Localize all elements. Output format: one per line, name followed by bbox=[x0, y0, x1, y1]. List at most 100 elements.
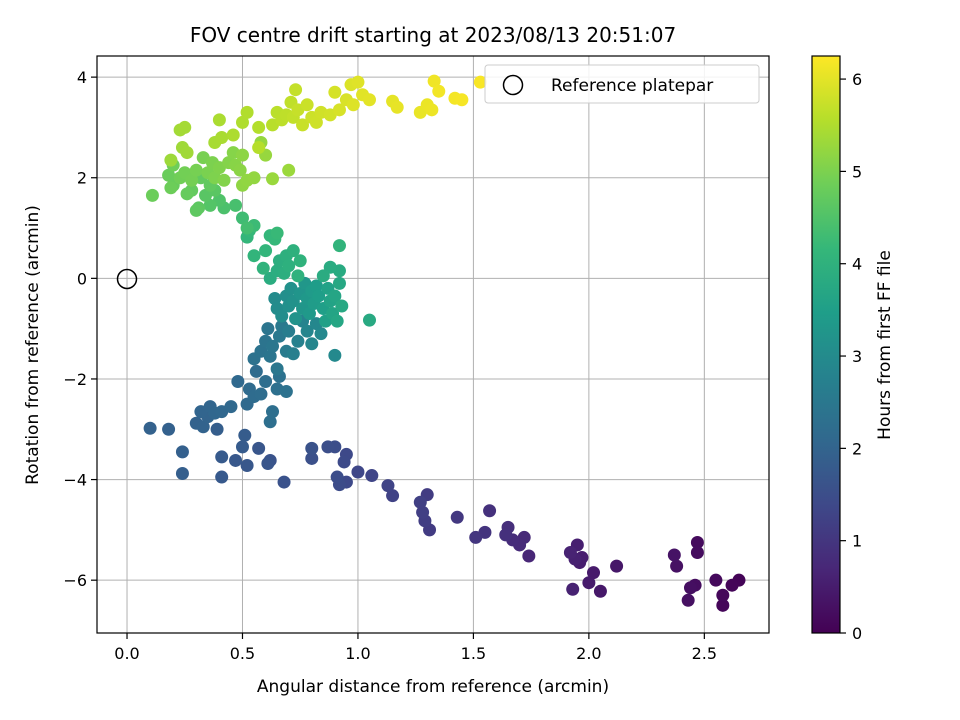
data-point bbox=[215, 130, 229, 144]
data-point bbox=[725, 578, 739, 592]
data-point bbox=[164, 181, 178, 195]
data-point bbox=[215, 450, 229, 464]
x-tick-label: 1.5 bbox=[461, 644, 486, 663]
chart-title: FOV centre drift starting at 2023/08/13 … bbox=[190, 23, 676, 47]
data-point bbox=[312, 289, 326, 303]
data-point bbox=[499, 528, 513, 542]
colorbar-tick-label: 6 bbox=[852, 70, 862, 89]
data-point bbox=[259, 374, 273, 388]
data-point bbox=[275, 309, 289, 323]
data-point bbox=[305, 451, 319, 465]
legend: Reference platepar bbox=[484, 64, 760, 104]
colorbar-ticks: 0 1 2 3 4 5 6 bbox=[840, 70, 862, 643]
data-point bbox=[217, 173, 231, 187]
data-point bbox=[162, 168, 176, 182]
data-point bbox=[335, 299, 349, 313]
data-point bbox=[215, 470, 229, 484]
data-point bbox=[365, 469, 379, 483]
data-point bbox=[563, 546, 577, 560]
colorbar-tick-label: 2 bbox=[852, 439, 862, 458]
data-point bbox=[586, 566, 600, 580]
data-point bbox=[231, 374, 245, 388]
data-point bbox=[289, 83, 303, 97]
data-point bbox=[143, 421, 157, 435]
data-point bbox=[240, 105, 254, 119]
data-point bbox=[189, 203, 203, 217]
data-point bbox=[300, 98, 314, 112]
data-point bbox=[427, 74, 441, 88]
data-point bbox=[309, 115, 323, 129]
data-point bbox=[196, 420, 210, 434]
data-point bbox=[145, 188, 159, 202]
data-point bbox=[164, 153, 178, 167]
data-point bbox=[277, 475, 291, 489]
data-point bbox=[286, 244, 300, 258]
data-point bbox=[252, 120, 266, 134]
colorbar-tick-label: 1 bbox=[852, 532, 862, 551]
data-point bbox=[309, 279, 323, 293]
data-point bbox=[254, 387, 268, 401]
data-point bbox=[263, 415, 277, 429]
data-point bbox=[293, 254, 307, 268]
y-axis-ticks: −6 −4 −2 0 2 4 bbox=[63, 68, 97, 590]
data-point bbox=[210, 422, 224, 436]
data-point bbox=[175, 445, 189, 459]
data-point bbox=[229, 453, 243, 467]
data-point bbox=[390, 100, 404, 114]
data-point bbox=[416, 505, 430, 519]
data-point bbox=[332, 239, 346, 253]
colorbar bbox=[811, 55, 841, 634]
data-point bbox=[203, 198, 217, 212]
data-point bbox=[291, 334, 305, 348]
data-point bbox=[690, 535, 704, 549]
colorbar-tick-label: 5 bbox=[852, 162, 862, 181]
data-point bbox=[667, 548, 681, 562]
y-axis-label: Rotation from reference (arcmin) bbox=[23, 205, 43, 485]
data-point bbox=[670, 559, 684, 573]
data-point bbox=[425, 103, 439, 117]
reference-marker bbox=[116, 268, 138, 290]
x-tick-label: 2.5 bbox=[692, 644, 717, 663]
data-point bbox=[180, 187, 194, 201]
data-point bbox=[235, 440, 249, 454]
data-point bbox=[286, 347, 300, 361]
data-point bbox=[381, 479, 395, 493]
data-point bbox=[716, 598, 730, 612]
data-point bbox=[261, 456, 275, 470]
data-point bbox=[162, 422, 176, 436]
x-tick-label: 0.5 bbox=[230, 644, 255, 663]
data-point bbox=[455, 93, 469, 107]
x-axis-label: Angular distance from reference (arcmin) bbox=[257, 677, 609, 697]
y-tick-label: −4 bbox=[63, 471, 87, 490]
data-point bbox=[716, 588, 730, 602]
x-tick-label: 0.0 bbox=[114, 644, 139, 663]
colorbar-tick-label: 3 bbox=[852, 347, 862, 366]
data-point bbox=[330, 470, 344, 484]
data-point bbox=[305, 337, 319, 351]
data-point bbox=[328, 348, 342, 362]
data-point bbox=[300, 324, 314, 338]
data-point bbox=[522, 549, 536, 563]
data-point bbox=[302, 307, 316, 321]
data-point bbox=[185, 173, 199, 187]
data-point bbox=[314, 327, 328, 341]
data-point bbox=[247, 171, 261, 185]
data-point bbox=[266, 405, 280, 419]
data-point bbox=[362, 313, 376, 327]
data-point bbox=[224, 400, 238, 414]
x-axis-ticks: 0.0 0.5 1.0 1.5 2.0 2.5 bbox=[114, 633, 717, 663]
data-point bbox=[282, 259, 296, 273]
data-point bbox=[328, 289, 342, 303]
y-tick-label: −2 bbox=[63, 370, 87, 389]
data-point bbox=[328, 85, 342, 99]
colorbar-tick-label: 4 bbox=[852, 255, 862, 274]
data-point bbox=[240, 221, 254, 235]
data-point bbox=[346, 98, 360, 112]
data-point bbox=[282, 163, 296, 177]
data-point bbox=[332, 276, 346, 290]
data-point bbox=[450, 510, 464, 524]
data-point bbox=[279, 385, 293, 399]
data-point bbox=[566, 582, 580, 596]
data-point bbox=[235, 115, 249, 129]
